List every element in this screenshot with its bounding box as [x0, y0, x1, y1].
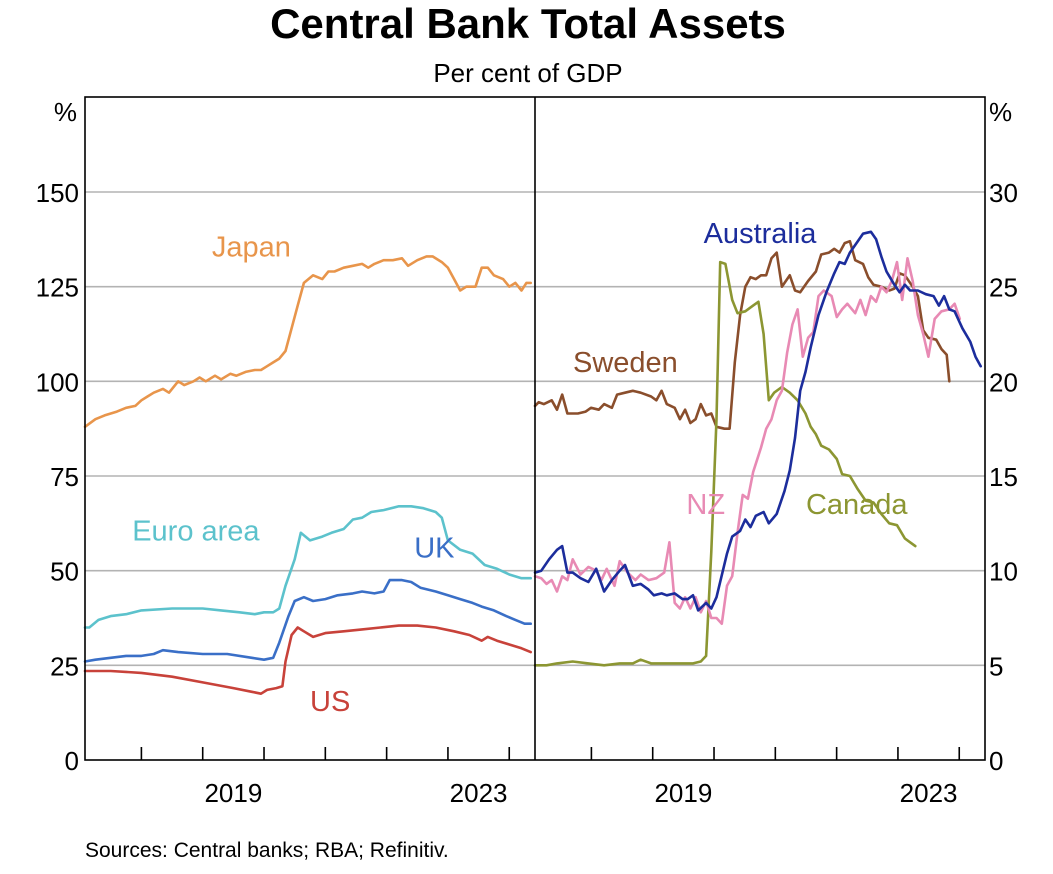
x-tick-label: 2019 [204, 778, 262, 808]
series-label-nz: NZ [686, 489, 725, 521]
axes-frame [84, 96, 986, 761]
series-line-japan [83, 255, 532, 429]
series-labels: Japan Euro area UK US Sweden Canada NZ Australi… [132, 218, 908, 718]
chart-title: Central Bank Total Assets [270, 0, 786, 47]
y-tick-label: 100 [36, 367, 79, 397]
series-line-uk [83, 578, 532, 663]
gridlines [85, 191, 985, 667]
series-line-us [83, 624, 532, 695]
y-axis-unit-label: % [989, 97, 1012, 127]
y-tick-label: 50 [50, 557, 79, 587]
y-tick-label: 20 [989, 367, 1018, 397]
y-axis-unit-label: % [54, 97, 77, 127]
series-line-euro-area [83, 505, 532, 629]
series-line-sweden [533, 239, 951, 430]
y-tick-label: 5 [989, 651, 1003, 681]
y-tick-label: 25 [50, 651, 79, 681]
x-tick-label: 2023 [450, 778, 508, 808]
y-tick-label: 15 [989, 462, 1018, 492]
x-tick-label: 2023 [900, 778, 958, 808]
series-label-australia: Australia [704, 218, 818, 250]
series-label-euro-area: Euro area [132, 515, 260, 547]
series-label-canada: Canada [806, 489, 908, 521]
series-label-sweden: Sweden [573, 347, 678, 379]
axis-labels: 0 25 50 75 100 125 150% 2019 2023 0 5 10 15 20 25 30% 20… [36, 97, 1018, 808]
y-tick-label: 125 [36, 273, 79, 303]
source-note: Sources: Central banks; RBA; Refinitiv. [85, 839, 449, 862]
y-tick-label: 30 [989, 178, 1018, 208]
series-line-canada [533, 260, 917, 667]
y-tick-label: 25 [989, 273, 1018, 303]
x-tick-label: 2019 [654, 778, 712, 808]
y-tick-label: 0 [65, 746, 79, 776]
y-tick-label: 150 [36, 178, 79, 208]
series-label-us: US [310, 686, 350, 718]
chart-subtitle: Per cent of GDP [433, 58, 622, 88]
y-tick-label: 10 [989, 557, 1018, 587]
series-line-australia [533, 230, 982, 612]
y-tick-label: 0 [989, 746, 1003, 776]
series-label-japan: Japan [212, 231, 291, 263]
series-lines [83, 230, 982, 695]
series-line-nz [533, 257, 962, 625]
series-label-uk: UK [414, 532, 455, 564]
y-tick-label: 75 [50, 462, 79, 492]
